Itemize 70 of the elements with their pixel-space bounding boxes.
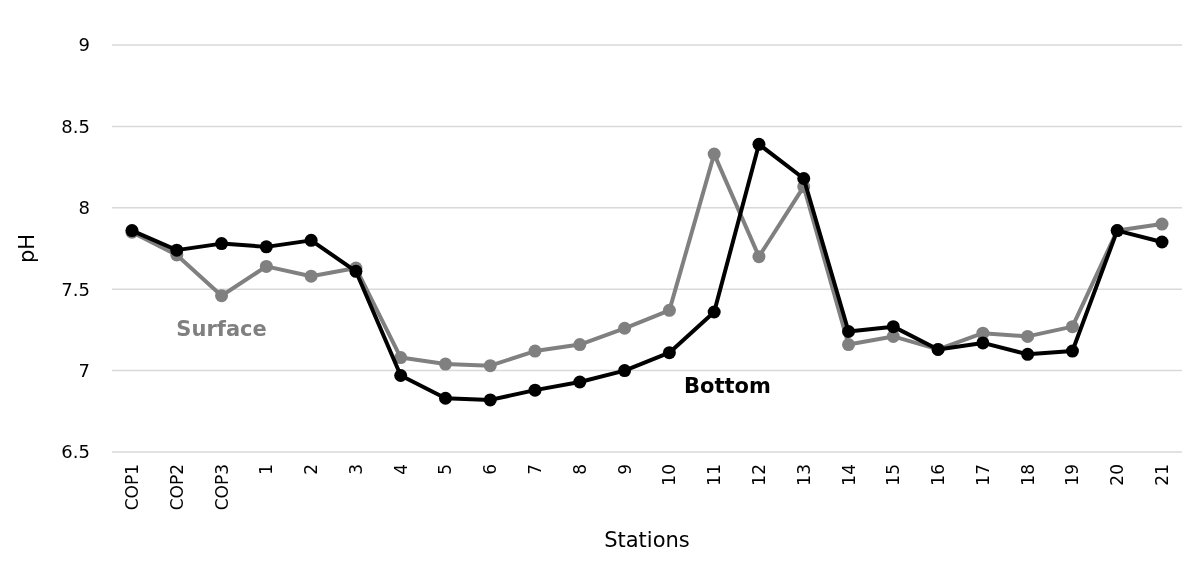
point	[259, 240, 273, 254]
point	[842, 338, 856, 352]
y-tick-label: 9	[78, 34, 90, 56]
point	[1021, 347, 1035, 361]
y-tick-label: 6.5	[61, 441, 90, 463]
x-tick-label: 14	[838, 464, 859, 486]
series-label: Surface	[176, 316, 267, 341]
point	[170, 243, 184, 257]
point	[976, 336, 990, 350]
x-tick-label: 15	[883, 464, 904, 486]
point	[842, 325, 856, 339]
x-tick-label: 8	[569, 464, 590, 475]
y-tick-label: 8.5	[61, 115, 90, 137]
series-label: Bottom	[683, 373, 771, 398]
point	[1155, 217, 1169, 231]
point	[573, 375, 587, 389]
point	[394, 368, 408, 382]
x-tick-label: 18	[1017, 464, 1038, 486]
point	[662, 346, 676, 360]
x-tick-label: 7	[525, 464, 546, 475]
point	[1065, 344, 1079, 358]
x-tick-label: 3	[345, 464, 366, 475]
point	[1065, 320, 1079, 334]
x-tick-label: 4	[390, 464, 411, 475]
x-tick-label: 9	[614, 464, 635, 475]
x-tick-label: 5	[435, 464, 456, 475]
point	[528, 383, 542, 397]
x-tick-label: COP3	[211, 464, 232, 511]
point	[304, 269, 318, 283]
x-tick-label: 11	[704, 464, 725, 486]
x-tick-label: 20	[1107, 464, 1128, 486]
y-tick-label: 8	[78, 197, 90, 219]
point	[618, 321, 632, 335]
point	[707, 147, 721, 161]
point	[304, 233, 318, 247]
x-tick-label: 2	[301, 464, 322, 475]
point	[797, 172, 811, 185]
point	[215, 289, 229, 303]
x-tick-label: 16	[928, 464, 949, 486]
x-tick-label: 12	[748, 464, 769, 486]
x-tick-label: 19	[1062, 464, 1083, 486]
point	[483, 393, 497, 407]
x-tick-label: 21	[1152, 464, 1172, 486]
y-tick-label: 7.5	[61, 278, 90, 300]
x-axis-title: Stations	[604, 528, 690, 552]
point	[438, 391, 452, 405]
y-axis-title: pH	[15, 233, 39, 264]
point	[752, 250, 766, 264]
x-tick-label: COP2	[166, 464, 187, 511]
x-tick-label: 10	[659, 464, 680, 486]
point	[259, 259, 273, 273]
point	[483, 359, 497, 373]
point	[1155, 235, 1169, 249]
point	[752, 137, 766, 151]
point	[618, 364, 632, 378]
point	[662, 303, 676, 317]
x-tick-label: 6	[480, 464, 501, 475]
point	[886, 320, 900, 334]
point	[573, 338, 587, 352]
x-tick-label: 17	[972, 464, 993, 486]
point	[707, 305, 721, 319]
point	[394, 351, 408, 365]
point	[215, 237, 229, 251]
y-tick-label: 7	[78, 359, 90, 381]
x-tick-label: COP1	[122, 464, 142, 511]
point	[1021, 329, 1035, 343]
x-tick-label: 1	[256, 464, 277, 475]
point	[438, 357, 452, 371]
point	[528, 344, 542, 358]
x-tick-label: 13	[793, 464, 814, 486]
